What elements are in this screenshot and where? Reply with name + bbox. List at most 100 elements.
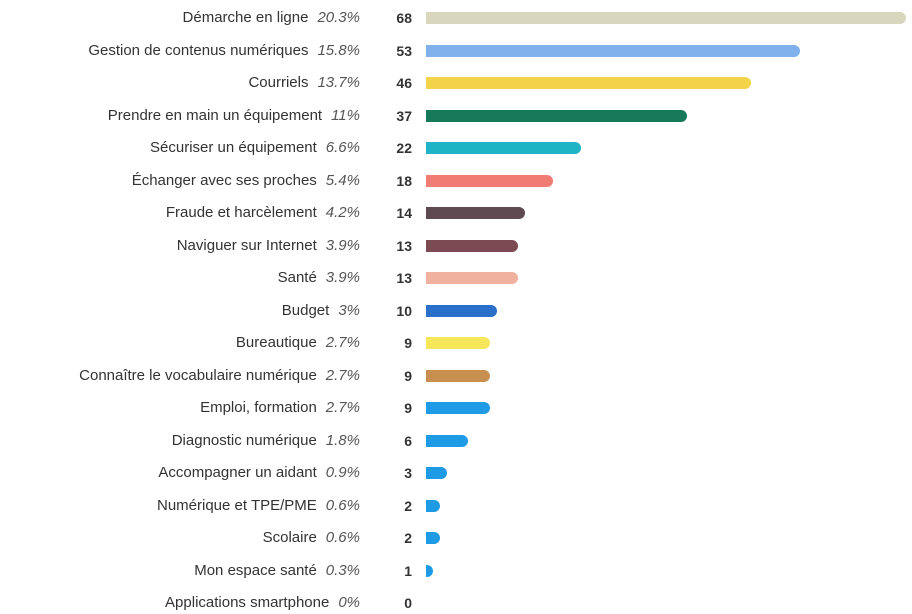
category-label: Sécuriser un équipement — [150, 139, 317, 156]
bar — [426, 304, 497, 317]
value-label: 9 — [404, 400, 412, 416]
category-label: Courriels — [248, 74, 309, 91]
value-label: 37 — [396, 107, 412, 124]
value-label: 9 — [404, 335, 412, 351]
bar — [426, 142, 582, 154]
row: Budget 3% 10 — [0, 300, 912, 322]
row: Courriels 13.7% 46 — [0, 72, 912, 94]
row: Connaître le vocabulaire numérique 2.7% 9 — [0, 365, 912, 387]
category-label: Gestion de contenus numériques — [88, 41, 309, 59]
percent-label: 15.8% — [317, 41, 360, 59]
percent-label: 0.3% — [325, 561, 360, 579]
value-label: 53 — [396, 42, 412, 59]
value-label: 9 — [404, 367, 412, 384]
category-label: Démarche en ligne — [182, 9, 309, 26]
value-label: 18 — [396, 172, 412, 189]
category-label: Naviguer sur Internet — [176, 236, 317, 254]
value-label: 6 — [404, 432, 412, 449]
label-group: Gestion de contenus numériques 15.8% — [0, 40, 360, 62]
label-group: Budget 3% — [0, 300, 360, 322]
percent-label: 2.7% — [325, 366, 360, 384]
label-group: Emploi, formation 2.7% — [0, 397, 360, 419]
category-label: Fraude et harcèlement — [165, 204, 317, 221]
row: Gestion de contenus numériques 15.8% 53 — [0, 40, 912, 62]
row: Prendre en main un équipement 11% 37 — [0, 105, 912, 127]
value-label: 14 — [396, 205, 412, 221]
label-group: Échanger avec ses proches 5.4% — [0, 170, 360, 192]
value-label: 22 — [396, 140, 412, 156]
category-label: Mon espace santé — [194, 561, 317, 579]
label-group: Accompagner un aidant 0.9% — [0, 462, 360, 484]
bar — [426, 12, 906, 24]
label-group: Mon espace santé 0.3% — [0, 560, 360, 582]
category-label: Numérique et TPE/PME — [157, 496, 317, 514]
label-group: Sécuriser un équipement 6.6% — [0, 137, 360, 159]
bar — [426, 434, 469, 447]
percent-label: 0.6% — [325, 529, 360, 546]
row: Naviguer sur Internet 3.9% 13 — [0, 235, 912, 257]
row: Diagnostic numérique 1.8% 6 — [0, 430, 912, 452]
label-group: Numérique et TPE/PME 0.6% — [0, 495, 360, 517]
value-label: 1 — [404, 562, 412, 579]
bar — [426, 369, 490, 382]
value-label: 0 — [404, 595, 412, 611]
percent-label: 3% — [338, 301, 360, 319]
row: Emploi, formation 2.7% 9 — [0, 397, 912, 419]
label-group: Diagnostic numérique 1.8% — [0, 430, 360, 452]
value-label: 13 — [396, 237, 412, 254]
category-label: Emploi, formation — [200, 399, 317, 416]
percent-label: 6.6% — [325, 139, 360, 156]
row: Applications smartphone 0% 0 — [0, 592, 912, 614]
value-label: 2 — [404, 497, 412, 514]
bar — [426, 239, 518, 252]
label-group: Bureautique 2.7% — [0, 332, 360, 354]
row: Accompagner un aidant 0.9% 3 — [0, 462, 912, 484]
percent-label: 0% — [338, 594, 360, 611]
bar — [426, 207, 525, 219]
label-group: Prendre en main un équipement 11% — [0, 105, 360, 127]
category-label: Santé — [277, 269, 317, 286]
bar — [426, 109, 688, 122]
value-label: 10 — [396, 302, 412, 319]
category-label: Prendre en main un équipement — [107, 106, 323, 124]
percent-label: 3.9% — [325, 236, 360, 254]
category-label: Bureautique — [235, 334, 317, 351]
label-group: Naviguer sur Internet 3.9% — [0, 235, 360, 257]
category-label: Échanger avec ses proches — [131, 171, 317, 189]
row: Mon espace santé 0.3% 1 — [0, 560, 912, 582]
row: Fraude et harcèlement 4.2% 14 — [0, 202, 912, 224]
value-label: 2 — [404, 530, 412, 546]
bar — [426, 77, 751, 89]
label-group: Courriels 13.7% — [0, 72, 360, 94]
percent-label: 3.9% — [325, 269, 360, 286]
category-label: Accompagner un aidant — [158, 464, 317, 481]
label-group: Démarche en ligne 20.3% — [0, 7, 360, 29]
row: Bureautique 2.7% 9 — [0, 332, 912, 354]
category-label: Diagnostic numérique — [171, 431, 317, 449]
percent-label: 13.7% — [317, 74, 360, 91]
bar — [426, 44, 801, 57]
percent-label: 1.8% — [325, 431, 360, 449]
row: Numérique et TPE/PME 0.6% 2 — [0, 495, 912, 517]
percent-label: 11% — [331, 106, 360, 124]
percent-label: 5.4% — [325, 171, 360, 189]
category-label: Connaître le vocabulaire numérique — [79, 366, 317, 384]
row: Démarche en ligne 20.3% 68 — [0, 7, 912, 29]
category-label: Scolaire — [262, 529, 317, 546]
bar — [426, 337, 490, 349]
row: Échanger avec ses proches 5.4% 18 — [0, 170, 912, 192]
bar — [426, 532, 441, 544]
label-group: Applications smartphone 0% — [0, 592, 360, 614]
label-group: Scolaire 0.6% — [0, 527, 360, 549]
percent-label: 0.6% — [325, 496, 360, 514]
value-label: 3 — [404, 465, 412, 481]
label-group: Connaître le vocabulaire numérique 2.7% — [0, 365, 360, 387]
bar — [426, 272, 518, 284]
bar — [426, 467, 448, 479]
percent-label: 0.9% — [325, 464, 360, 481]
row: Sécuriser un équipement 6.6% 22 — [0, 137, 912, 159]
row: Scolaire 0.6% 2 — [0, 527, 912, 549]
label-group: Santé 3.9% — [0, 267, 360, 289]
category-label: Applications smartphone — [165, 594, 330, 611]
